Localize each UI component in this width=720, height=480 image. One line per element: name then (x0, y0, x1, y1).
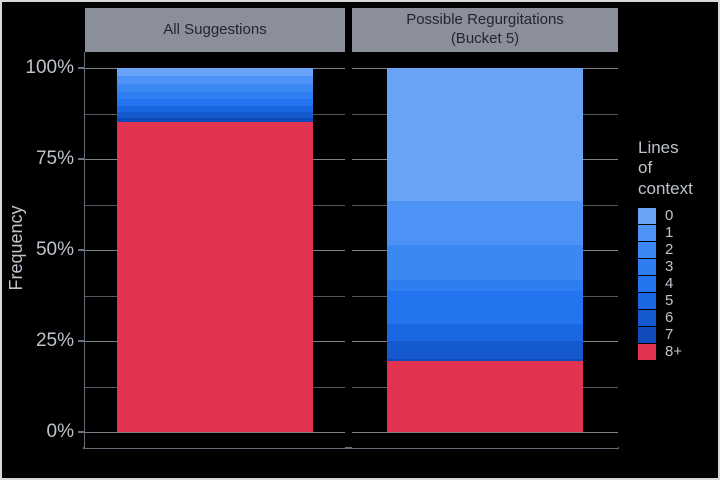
bar-segment-0 (117, 68, 313, 76)
legend-item-6: 6 (638, 309, 718, 327)
facet-header-all-suggestions: All Suggestions (85, 8, 345, 52)
y-tick-mark (78, 249, 84, 251)
legend-label: 6 (665, 309, 674, 327)
bar-segment-8+ (387, 360, 583, 432)
gridline-major (85, 432, 345, 433)
legend-swatch-icon (638, 276, 656, 293)
legend-label: 1 (665, 224, 674, 242)
legend-item-7: 7 (638, 326, 718, 344)
legend-swatch-icon (638, 344, 656, 361)
y-tick-label-75: 75% (35, 148, 74, 169)
bar-segment-3 (117, 91, 313, 99)
legend-swatch-icon (638, 310, 656, 327)
legend-item-1: 1 (638, 224, 718, 242)
bar-segment-7 (387, 359, 583, 361)
y-tick-label-25: 25% (35, 330, 74, 351)
y-tick-mark (78, 431, 84, 433)
legend-label: 8+ (665, 343, 683, 361)
facet-panel-bucket-5: Possible Regurgitations (Bucket 5) (352, 8, 618, 448)
legend-label: 5 (665, 292, 674, 310)
legend-label: 0 (665, 207, 674, 225)
bar-segment-3 (387, 280, 583, 292)
facet-panel-all-suggestions: All Suggestions (85, 8, 345, 448)
bar-segment-0 (387, 68, 583, 202)
stacked-bar-all-suggestions (117, 68, 313, 432)
y-tick-label-50: 50% (35, 239, 74, 260)
bar-segment-1 (117, 76, 313, 84)
bar-segment-2 (117, 84, 313, 92)
legend-item-0: 0 (638, 207, 718, 225)
y-tick-mark (78, 158, 84, 160)
legend-item-4: 4 (638, 275, 718, 293)
y-tick-label-0: 0% (46, 421, 74, 442)
legend-swatch-icon (638, 208, 656, 225)
stacked-bar-bucket-5 (387, 68, 583, 432)
legend-title: Lines of context (638, 138, 693, 198)
bar-segment-4 (387, 291, 583, 325)
bar-segment-5 (387, 324, 583, 342)
bar-segment-7 (117, 117, 313, 123)
legend-label: 2 (665, 241, 674, 259)
x-axis-line (83, 447, 619, 449)
y-tick-label-100: 100% (25, 57, 74, 78)
bar-segment-6 (117, 112, 313, 118)
legend-item-2: 2 (638, 241, 718, 259)
bar-segment-6 (387, 341, 583, 360)
legend-swatch-icon (638, 259, 656, 276)
plot-area (352, 52, 618, 448)
bar-segment-2 (387, 245, 583, 281)
legend-label: 3 (665, 258, 674, 276)
legend-item-5: 5 (638, 292, 718, 310)
bar-container (85, 68, 345, 432)
legend-swatch-icon (638, 242, 656, 259)
legend-label: 7 (665, 326, 674, 344)
legend-swatch-icon (638, 293, 656, 310)
legend: Lines of context 0 1 2 3 4 5 6 7 8+ (638, 138, 718, 361)
legend-item-8+: 8+ (638, 343, 718, 361)
legend-label: 4 (665, 275, 674, 293)
legend-swatch-icon (638, 225, 656, 242)
y-tick-mark (78, 340, 84, 342)
legend-item-3: 3 (638, 258, 718, 276)
bar-segment-4 (117, 98, 313, 107)
legend-items: 0 1 2 3 4 5 6 7 8+ (638, 207, 718, 361)
y-tick-mark (78, 67, 84, 69)
bar-segment-8+ (117, 122, 313, 432)
facet-header-bucket-5: Possible Regurgitations (Bucket 5) (352, 8, 618, 52)
gridline-major (352, 432, 618, 433)
bar-container (352, 68, 618, 432)
bar-segment-1 (387, 201, 583, 246)
bar-segment-5 (117, 106, 313, 113)
plot-area (85, 52, 345, 448)
legend-swatch-icon (638, 327, 656, 344)
